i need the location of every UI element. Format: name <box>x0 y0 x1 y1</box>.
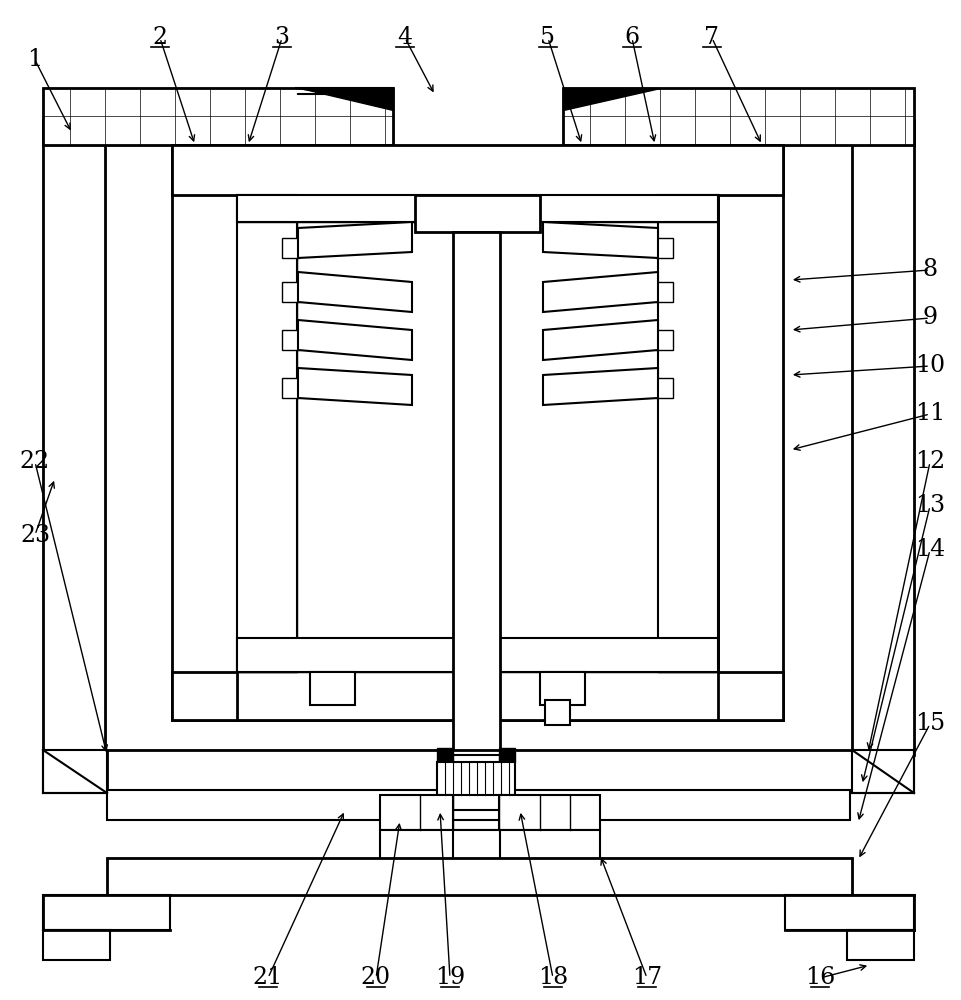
Bar <box>237 195 718 222</box>
Bar <box>310 672 355 705</box>
Bar <box>282 330 299 350</box>
Bar <box>656 378 673 398</box>
Bar <box>43 120 105 755</box>
Text: 20: 20 <box>361 966 391 990</box>
Bar <box>453 755 500 810</box>
Bar <box>43 88 393 145</box>
Polygon shape <box>563 88 660 110</box>
Text: 5: 5 <box>540 26 555 49</box>
Bar <box>499 795 600 830</box>
Text: 22: 22 <box>20 450 50 474</box>
Polygon shape <box>543 222 658 258</box>
Bar <box>563 88 914 145</box>
Bar <box>282 282 299 302</box>
Bar <box>658 195 718 672</box>
Bar <box>415 195 540 232</box>
Bar <box>107 790 850 820</box>
Bar <box>785 895 914 930</box>
Text: 11: 11 <box>915 402 945 426</box>
Polygon shape <box>298 222 412 258</box>
Bar <box>453 232 500 755</box>
Polygon shape <box>300 88 393 110</box>
Bar <box>656 282 673 302</box>
Text: 19: 19 <box>435 966 465 990</box>
Text: 12: 12 <box>915 450 945 474</box>
Bar <box>453 830 500 875</box>
Bar <box>172 145 783 195</box>
Bar <box>658 195 718 672</box>
Polygon shape <box>543 320 658 360</box>
Bar <box>852 120 914 755</box>
Bar <box>107 750 852 790</box>
Text: 9: 9 <box>923 306 938 330</box>
Polygon shape <box>295 88 393 100</box>
Bar <box>237 195 718 720</box>
Bar <box>43 895 170 930</box>
Text: 17: 17 <box>632 966 662 990</box>
Bar <box>852 120 914 755</box>
Bar <box>107 750 852 790</box>
Text: 3: 3 <box>275 26 289 49</box>
Text: 13: 13 <box>915 494 945 518</box>
Bar <box>237 195 297 672</box>
Text: 18: 18 <box>538 966 568 990</box>
Polygon shape <box>298 368 412 405</box>
Bar <box>545 700 570 725</box>
Bar <box>43 930 110 960</box>
Text: 16: 16 <box>805 966 835 990</box>
Bar <box>237 195 297 672</box>
Text: 6: 6 <box>625 26 640 49</box>
Text: 1: 1 <box>28 48 42 72</box>
Bar <box>237 195 718 222</box>
Bar <box>656 330 673 350</box>
Bar <box>656 238 673 258</box>
Text: 2: 2 <box>153 26 167 49</box>
Bar <box>540 672 585 705</box>
Text: 8: 8 <box>923 258 938 282</box>
Text: 4: 4 <box>398 26 412 49</box>
Bar <box>43 120 105 755</box>
Bar <box>107 858 852 895</box>
Polygon shape <box>43 750 107 793</box>
Bar <box>437 762 515 795</box>
Bar <box>847 930 914 960</box>
Bar <box>43 88 393 145</box>
Text: 7: 7 <box>704 26 720 49</box>
Bar <box>282 378 299 398</box>
Bar <box>172 145 237 720</box>
Bar <box>563 88 914 145</box>
Bar <box>282 238 299 258</box>
Polygon shape <box>298 320 412 360</box>
Text: 23: 23 <box>20 524 50 546</box>
Bar <box>107 858 852 895</box>
Text: 15: 15 <box>915 712 945 736</box>
Bar <box>172 672 783 720</box>
Text: 21: 21 <box>253 966 283 990</box>
Text: 14: 14 <box>915 538 945 562</box>
Text: 10: 10 <box>915 355 945 377</box>
Polygon shape <box>543 272 658 312</box>
Bar <box>718 145 783 720</box>
Bar <box>380 795 453 830</box>
Bar <box>237 638 718 672</box>
Bar <box>172 145 237 720</box>
Bar <box>237 638 718 672</box>
Bar <box>718 145 783 720</box>
Bar <box>499 748 515 762</box>
Bar <box>437 748 453 762</box>
Bar <box>380 830 600 875</box>
Bar <box>172 145 783 195</box>
Bar <box>172 672 783 720</box>
Polygon shape <box>543 368 658 405</box>
Polygon shape <box>852 750 914 793</box>
Polygon shape <box>298 272 412 312</box>
